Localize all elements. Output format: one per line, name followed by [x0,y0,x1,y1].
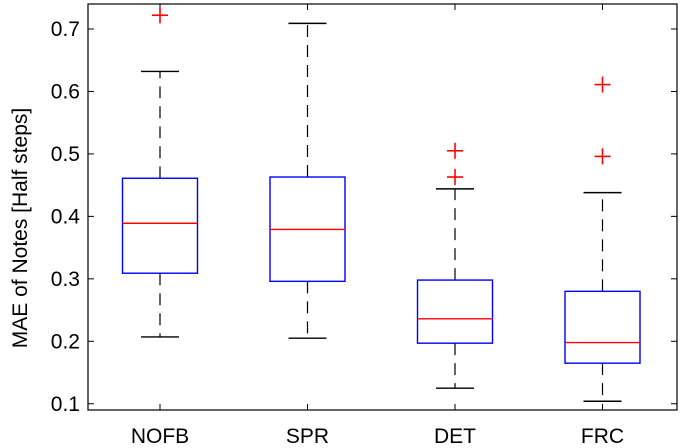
y-axis: 0.1 0.2 0.3 0.4 0.5 0.6 0.7 [51,18,677,416]
y-tick-label: 0.6 [51,80,80,103]
y-tick-label: 0.2 [51,330,80,353]
x-tick-label: FRC [581,425,624,448]
plot-frame [87,3,678,411]
box-nofb [121,7,199,338]
outlier-marker [152,7,168,24]
x-tick-label: DET [434,425,476,448]
outlier-marker [594,148,611,165]
outlier-marker [594,76,611,93]
y-tick-label: 0.3 [51,268,80,291]
plot-area: 0.1 0.2 0.3 0.4 0.5 0.6 0.7 NOFB SPR DET FRC [51,3,678,448]
boxes [121,7,641,402]
y-tick-label: 0.7 [51,18,80,41]
iqr-box [121,177,199,274]
box-det [416,142,494,389]
iqr-box [564,290,641,364]
iqr-box [416,279,494,344]
x-axis: NOFB SPR DET FRC [131,4,624,448]
outlier-marker [447,169,463,186]
y-tick-label: 0.4 [51,205,81,228]
y-tick-label: 0.5 [51,143,80,166]
outlier-marker [447,142,463,159]
y-axis-label: MAE of Notes [Half steps] [9,108,32,348]
x-tick-label: SPR [286,425,329,448]
x-tick-label: NOFB [131,425,189,448]
y-tick-label: 0.1 [51,393,80,416]
box-frc [564,76,641,402]
box-spr [269,22,346,339]
